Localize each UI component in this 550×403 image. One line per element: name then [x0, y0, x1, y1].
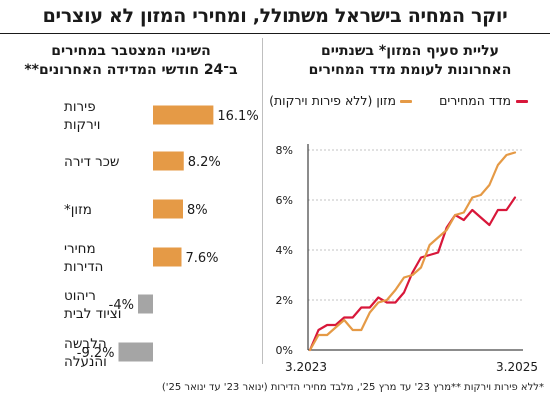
line-x-tick-label-end: 3.2025	[496, 360, 538, 374]
bar-value-label: 8.2%	[188, 155, 221, 170]
bar-category-label: מחירי	[64, 241, 96, 257]
bar-category-label: פירות	[64, 99, 96, 115]
legend-swatch-price-index	[516, 100, 528, 103]
headline: יוקר המחיה בישראל משתולל, ומחירי המזון ל…	[42, 5, 508, 27]
bar	[153, 247, 182, 267]
footnote: *ללא פירות וירקות **מרץ 23' עד מרץ 25', …	[161, 382, 544, 393]
bar-category-label: מזון*	[64, 202, 92, 218]
bar-category-label: וציוד לבית	[64, 306, 121, 322]
bar-category-label: ריהוט	[64, 288, 96, 304]
line-y-tick-label: 6%	[276, 194, 293, 207]
legend-swatch-food	[400, 100, 412, 103]
line-y-tick-label: 0%	[276, 344, 293, 357]
line-y-tick-label: 8%	[276, 144, 293, 157]
line-x-tick-label-start: 3.2023	[285, 360, 327, 374]
bar-value-label: 8%	[187, 203, 208, 218]
bar-category-label: שכר דירה	[64, 154, 119, 170]
bar	[138, 294, 153, 314]
legend-label-food: מזון (ללא פירות וירקות)	[269, 93, 396, 108]
bar-category-label: והנעלה	[64, 354, 107, 370]
bar	[118, 342, 153, 362]
bar-value-label: 7.6%	[186, 251, 219, 266]
bar-value-label: -4%	[109, 298, 134, 313]
bar-value-label: 16.1%	[217, 109, 258, 124]
bar-category-label: הדירות	[64, 259, 103, 275]
bar-chart-title-line1: השינוי המצטבר במחירים	[51, 43, 211, 59]
bar-category-label: וירקות	[64, 117, 100, 133]
bar-chart-title-line2: ב־24 חודשי המדידה האחרונים**	[24, 62, 238, 78]
top-rule	[0, 33, 550, 34]
line-y-tick-label: 2%	[276, 294, 293, 307]
line-y-tick-label: 4%	[276, 244, 293, 257]
legend-label-price-index: מדד המחירים	[439, 93, 511, 108]
panel-divider	[262, 38, 263, 364]
price-index-line	[308, 196, 517, 352]
food-line	[308, 151, 517, 352]
line-chart-title-line2: האחרונות לעומת מדד המחירים	[308, 62, 512, 78]
bar-category-label: הלבשה	[64, 336, 107, 352]
bar-value-label: -9.2%	[77, 346, 115, 361]
bar	[153, 105, 214, 125]
bar	[153, 199, 183, 219]
bar	[153, 151, 184, 171]
line-chart-title-line1: עליית סעיף המזון* בשנתיים	[321, 43, 499, 59]
